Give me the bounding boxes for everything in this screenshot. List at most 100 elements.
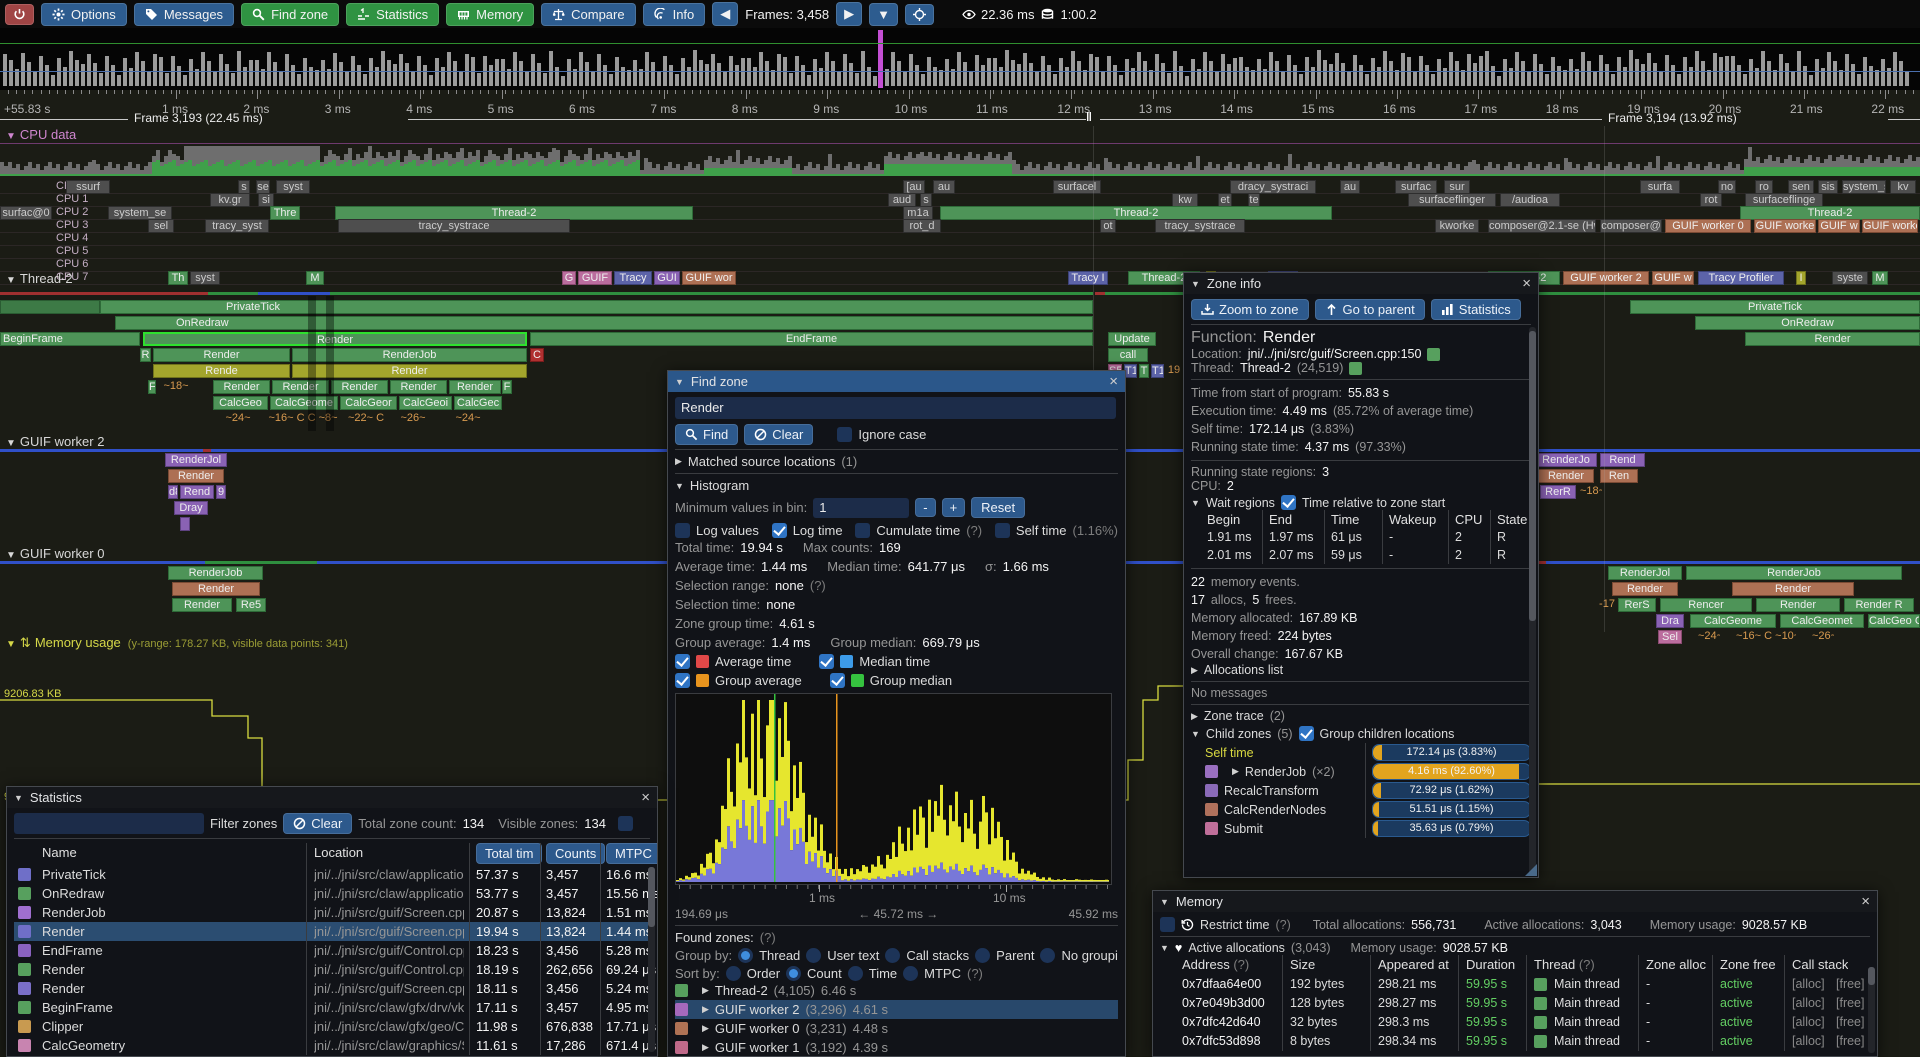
timeline-zone[interactable]: d8 — [168, 485, 178, 499]
timeline-zone[interactable]: Th — [168, 271, 188, 285]
timeline-zone[interactable]: GUIF worke — [1754, 219, 1816, 233]
timeline-zone[interactable]: GUIF worker 0 — [1665, 219, 1751, 233]
zone-info-scrollbar[interactable] — [1529, 327, 1536, 875]
expand-icon[interactable]: ▶ — [702, 1023, 709, 1033]
prev-frame-button[interactable]: ◀ — [712, 2, 739, 26]
timeline-zone[interactable]: Render — [292, 364, 527, 378]
collapse-icon[interactable]: ▼ — [6, 550, 16, 561]
statistics-button[interactable]: Statistics — [1430, 299, 1521, 320]
memory-titlebar[interactable]: ▼ Memory × — [1153, 891, 1877, 912]
timeline-zone[interactable]: s — [238, 180, 250, 194]
histogram-section-header[interactable]: ▼ Histogram — [675, 478, 750, 493]
bin-minus-button[interactable]: - — [915, 498, 936, 517]
timeline-zone[interactable]: ~18~ — [163, 380, 189, 392]
expand-icon[interactable]: ▶ — [1232, 766, 1239, 776]
timeline-zone[interactable]: /audioa — [1500, 193, 1560, 207]
allocation-row[interactable]: 0x7dfaa64e00 192 bytes 298.21 ms 59.95 s Mai… — [1160, 975, 1870, 994]
timeline-zone[interactable]: GUIF w — [1652, 271, 1694, 285]
timeline-zone[interactable]: syste — [1832, 271, 1868, 285]
timeline-zone[interactable]: Render — [1612, 582, 1678, 596]
sort-by-radio-mtpc[interactable] — [903, 966, 919, 981]
zone-info-titlebar[interactable]: ▼ Zone info × — [1184, 273, 1538, 294]
timeline-zone[interactable]: Rende — [153, 364, 290, 378]
goto-frame-button[interactable] — [904, 3, 934, 25]
timeline-zone[interactable]: RenderJol — [1608, 566, 1682, 580]
statistics-row[interactable]: Render jni/../jni/src/guif/Screen.cpp:257… — [14, 922, 652, 941]
bin-plus-button[interactable]: + — [941, 498, 966, 517]
timeline-zone[interactable]: RerS — [1618, 598, 1656, 612]
frame-marker-row[interactable]: Frame 3,193 (22.45 ms) ‖ Frame 3,194 (13.9… — [0, 110, 1920, 128]
timeline-zone[interactable]: BeginFrame — [0, 332, 140, 346]
timeline-zone[interactable]: ~16~ C ~10~ — [1736, 630, 1796, 642]
timeline-zone[interactable]: surfac — [1395, 180, 1437, 194]
timeline-zone[interactable]: CalcGeome — [1690, 614, 1776, 628]
timeline-zone[interactable]: tracy_systrace — [338, 219, 570, 233]
child-zone-row[interactable]: Submit 35.63 μs (0.79%) — [1191, 819, 1531, 838]
timeline-zone[interactable]: Tracy — [614, 271, 652, 285]
bin-reset-button[interactable]: Reset — [971, 497, 1026, 518]
timeline-zone[interactable]: Render — [168, 469, 224, 483]
timeline-zone[interactable]: Thread-2 — [1740, 206, 1920, 220]
sort-by-radio-order[interactable] — [725, 966, 741, 981]
timeline-zone[interactable]: no — [1718, 180, 1736, 194]
timeline-zone[interactable]: 19 — [1167, 364, 1181, 376]
timeline-view[interactable]: ▼CPU dataCPU 0ssurfssesyst[auausurfaceld… — [0, 126, 1920, 1057]
timeline-zone[interactable]: sen — [1788, 180, 1814, 194]
collapse-icon[interactable]: ▼ — [6, 131, 16, 142]
timeline-zone[interactable]: ~18~ — [1580, 485, 1602, 497]
section-header-guif-worker-2[interactable]: ▼ GUIF worker 2 — [6, 434, 104, 449]
timeline-zone[interactable]: PrivateTick — [100, 300, 1093, 314]
frame-label-left[interactable]: Frame 3,193 (22.45 ms) — [134, 111, 263, 125]
found-zone-row[interactable]: ▶ GUIF worker 0 (3,231) 4.48 s — [675, 1019, 1118, 1038]
child-zone-row[interactable]: ▶ RenderJob (×2) 4.16 ms (92.60%) — [1191, 762, 1531, 781]
series-checkbox-group-median[interactable] — [829, 673, 845, 688]
timeline-zone[interactable]: Render — [213, 380, 270, 394]
wait-regions-collapse[interactable]: ▼ — [1191, 497, 1200, 508]
series-checkbox-group-average[interactable] — [675, 673, 690, 688]
timeline-zone[interactable]: rot_d — [903, 219, 941, 233]
timeline-zone[interactable]: kv.gr — [210, 193, 250, 207]
section-header-memory-usage[interactable]: ▼ ⇅ Memory usage (y-range: 178.27 KB, visib… — [6, 635, 348, 650]
timeline-zone[interactable]: G — [562, 271, 576, 285]
timeline-zone[interactable]: 9 — [216, 485, 226, 499]
timeline-zone[interactable]: Rencer — [1660, 598, 1752, 612]
timeline-zone[interactable]: call — [1108, 348, 1148, 362]
time-ruler[interactable]: +55.83 s 1 ms 2 ms 3 ms 4 ms 5 ms 6 ms 7 ms 8 ms… — [0, 90, 1920, 126]
frames-dropdown-button[interactable]: ▼ — [869, 2, 898, 26]
timeline-zone[interactable]: system_se — [108, 206, 172, 220]
found-zone-row[interactable]: ▶ GUIF worker 2 (3,296) 4.61 s — [675, 1000, 1118, 1019]
expand-icon[interactable]: ▶ — [702, 1042, 709, 1052]
group-children-checkbox[interactable] — [1298, 726, 1314, 741]
timeline-zone[interactable]: Thread-2 — [1128, 271, 1200, 285]
timeline-zone[interactable]: Thread-2 — [335, 206, 693, 220]
timeline-zone[interactable]: Render — [172, 582, 260, 596]
child-zones-header[interactable]: ▼ Child zones (5) Group children locations — [1191, 726, 1455, 741]
timeline-zone[interactable]: composer@2.1-se (Hw — [1488, 219, 1596, 233]
timeline-zone[interactable]: ~24~ — [1698, 630, 1720, 642]
timeline-zone[interactable]: OnRedraw — [115, 316, 1093, 330]
timeline-zone[interactable]: GUIF worker 2 — [1862, 219, 1918, 233]
sort-counts[interactable]: Counts — [546, 843, 606, 864]
collapse-icon[interactable]: ▼ — [14, 792, 23, 803]
option-checkbox-log-time[interactable] — [771, 523, 787, 538]
section-header-cpu-data[interactable]: ▼ CPU data — [6, 127, 76, 142]
group-by-radio-thread[interactable] — [738, 948, 754, 963]
timeline-zone[interactable]: ot — [1100, 219, 1116, 233]
timeline-zone[interactable]: CalcGec — [454, 396, 502, 410]
memory-scrollbar[interactable] — [1868, 967, 1875, 1053]
timeline-zone[interactable]: tracy_systrace — [1155, 219, 1245, 233]
timeline-zone[interactable]: composer@ — [1600, 219, 1662, 233]
timeline-zone[interactable]: C — [530, 348, 544, 362]
timeline-zone[interactable]: CalcGeomet — [1780, 614, 1864, 628]
sort-mtpc[interactable]: MTPC — [606, 843, 657, 864]
option-checkbox-self-time[interactable] — [994, 523, 1010, 538]
timeline-zone[interactable]: F — [502, 380, 512, 394]
toolbar-button-statistics[interactable]: Statistics — [346, 2, 440, 26]
allocations-list[interactable]: ▶ Allocations list — [1191, 663, 1284, 677]
option-checkbox-log-values[interactable] — [675, 523, 690, 538]
statistics-row[interactable]: PrivateTick jni/../jni/src/claw/applicati… — [14, 865, 652, 884]
time-relative-checkbox[interactable] — [1280, 495, 1296, 510]
timeline-zone[interactable]: surfaceflinger — [1408, 193, 1496, 207]
timeline-zone[interactable]: s — [920, 193, 932, 207]
timeline-zone[interactable]: tracy_syst — [205, 219, 269, 233]
